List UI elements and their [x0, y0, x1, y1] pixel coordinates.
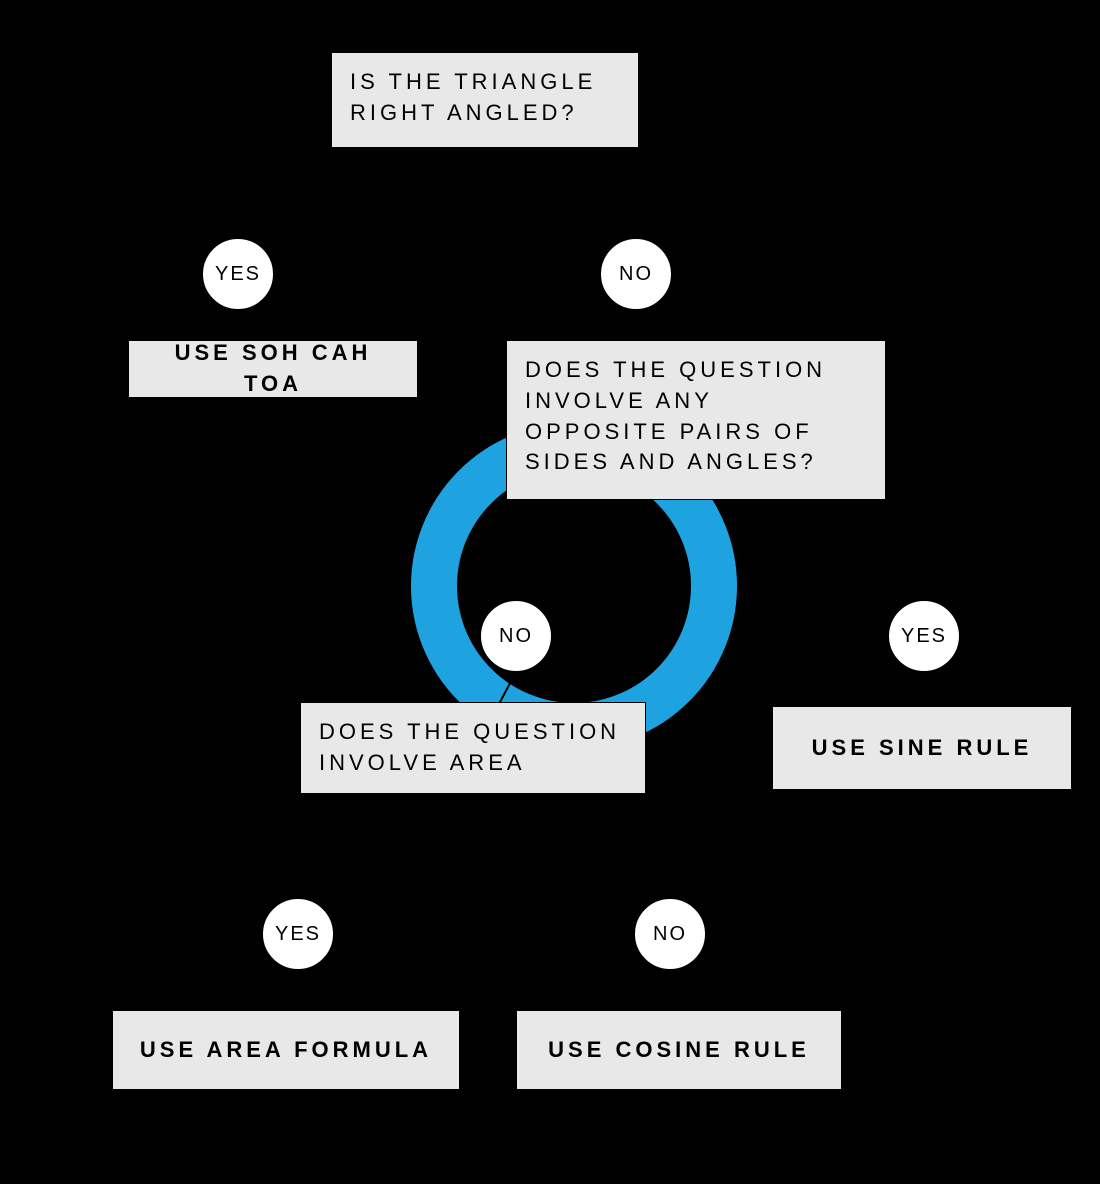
ring-arrow-icon — [0, 0, 1100, 1184]
result-sine-rule: USE SINE RULE — [772, 706, 1072, 790]
result-area-formula: USE AREA FORMULA — [112, 1010, 460, 1090]
branch-no-1: NO — [600, 238, 672, 310]
branch-label: NO — [653, 923, 687, 946]
branch-label: YES — [275, 923, 321, 946]
branch-no-3: NO — [634, 898, 706, 970]
result-cosine-rule: USE COSINE RULE — [516, 1010, 842, 1090]
question-opposite-pairs: DOES THE QUESTION INVOLVE ANY OPPOSITE P… — [506, 340, 886, 500]
flowchart-stage: IS THE TRIANGLE RIGHT ANGLED? USE SOH CA… — [0, 0, 1100, 1184]
question-involve-area: DOES THE QUESTION INVOLVE AREA — [300, 702, 646, 794]
branch-label: YES — [901, 625, 947, 648]
branch-yes-3: YES — [262, 898, 334, 970]
branch-yes-2: YES — [888, 600, 960, 672]
branch-label: NO — [619, 263, 653, 286]
branch-yes-1: YES — [202, 238, 274, 310]
edge-layer — [0, 0, 1100, 1184]
result-sohcahtoa: USE SOH CAH TOA — [128, 340, 418, 398]
branch-label: NO — [499, 625, 533, 648]
branch-label: YES — [215, 263, 261, 286]
branch-no-2: NO — [480, 600, 552, 672]
question-right-angled: IS THE TRIANGLE RIGHT ANGLED? — [331, 52, 639, 148]
